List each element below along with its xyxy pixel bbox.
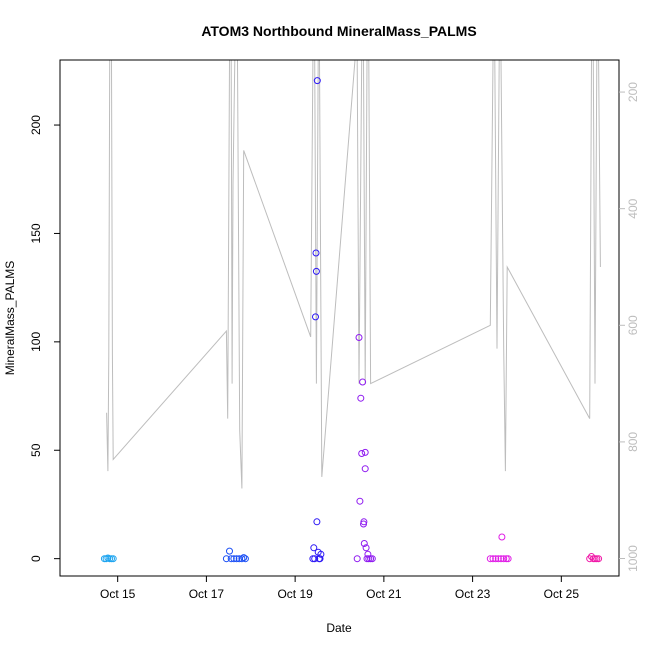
y-tick-label: 0 <box>29 555 43 562</box>
data-point <box>109 555 117 563</box>
x-tick-label: Oct 21 <box>366 587 402 601</box>
data-point <box>313 518 321 526</box>
data-point <box>359 378 367 386</box>
y2-tick-label: 1000 <box>626 545 640 572</box>
data-point <box>492 555 500 563</box>
data-point <box>222 555 230 563</box>
y-tick-label: 100 <box>29 332 43 352</box>
x-tick-label: Oct 23 <box>455 587 491 601</box>
data-point <box>316 555 324 563</box>
data-point <box>240 554 248 562</box>
data-point <box>227 555 235 563</box>
y2-tick-label: 400 <box>626 198 640 218</box>
data-point <box>595 555 603 563</box>
data-point <box>356 497 364 505</box>
x-axis-label: Date <box>326 621 352 635</box>
y2-tick-label: 600 <box>626 315 640 335</box>
x-tick-label: Oct 17 <box>189 587 225 601</box>
data-point <box>312 249 320 257</box>
data-point <box>312 267 320 275</box>
y-tick-label: 50 <box>29 443 43 457</box>
data-point <box>313 77 321 85</box>
data-point <box>500 555 508 563</box>
y-axis-label: MineralMass_PALMS <box>3 261 17 375</box>
chart-title: ATOM3 Northbound MineralMass_PALMS <box>201 23 476 39</box>
data-point <box>353 555 361 563</box>
data-point <box>226 547 233 555</box>
data-point <box>504 555 512 563</box>
data-point <box>361 465 369 473</box>
data-point <box>498 533 506 541</box>
plot-area: Oct 15 Oct 17 Oct 19 Oct 21 Oct 23 Oct 25 0 50 1… <box>29 59 640 601</box>
data-point <box>312 313 319 321</box>
data-point <box>311 555 319 563</box>
data-point <box>358 450 366 457</box>
y2-tick-label: 200 <box>626 82 640 102</box>
data-point <box>361 448 369 456</box>
data-point <box>241 555 249 563</box>
x-tick-label: Oct 15 <box>100 587 136 601</box>
data-point <box>355 334 363 341</box>
data-point <box>238 555 246 563</box>
data-point <box>497 555 505 563</box>
y2-tick-label: 800 <box>626 432 640 452</box>
data-point <box>310 544 318 552</box>
data-point <box>362 544 370 552</box>
data-point <box>357 394 365 402</box>
data-point <box>486 555 494 563</box>
data-point <box>360 540 368 547</box>
data-point <box>230 555 238 563</box>
x-tick-label: Oct 25 <box>544 587 580 601</box>
y-tick-label: 200 <box>29 115 43 135</box>
y-tick-label: 150 <box>29 223 43 243</box>
data-point <box>368 555 376 563</box>
data-point <box>494 555 502 563</box>
data-point <box>360 518 368 526</box>
data-point <box>233 555 241 563</box>
data-point <box>317 550 325 558</box>
altitude-line <box>106 60 601 489</box>
x-tick-label: Oct 19 <box>277 587 313 601</box>
data-point <box>586 555 594 563</box>
data-point <box>489 555 497 563</box>
